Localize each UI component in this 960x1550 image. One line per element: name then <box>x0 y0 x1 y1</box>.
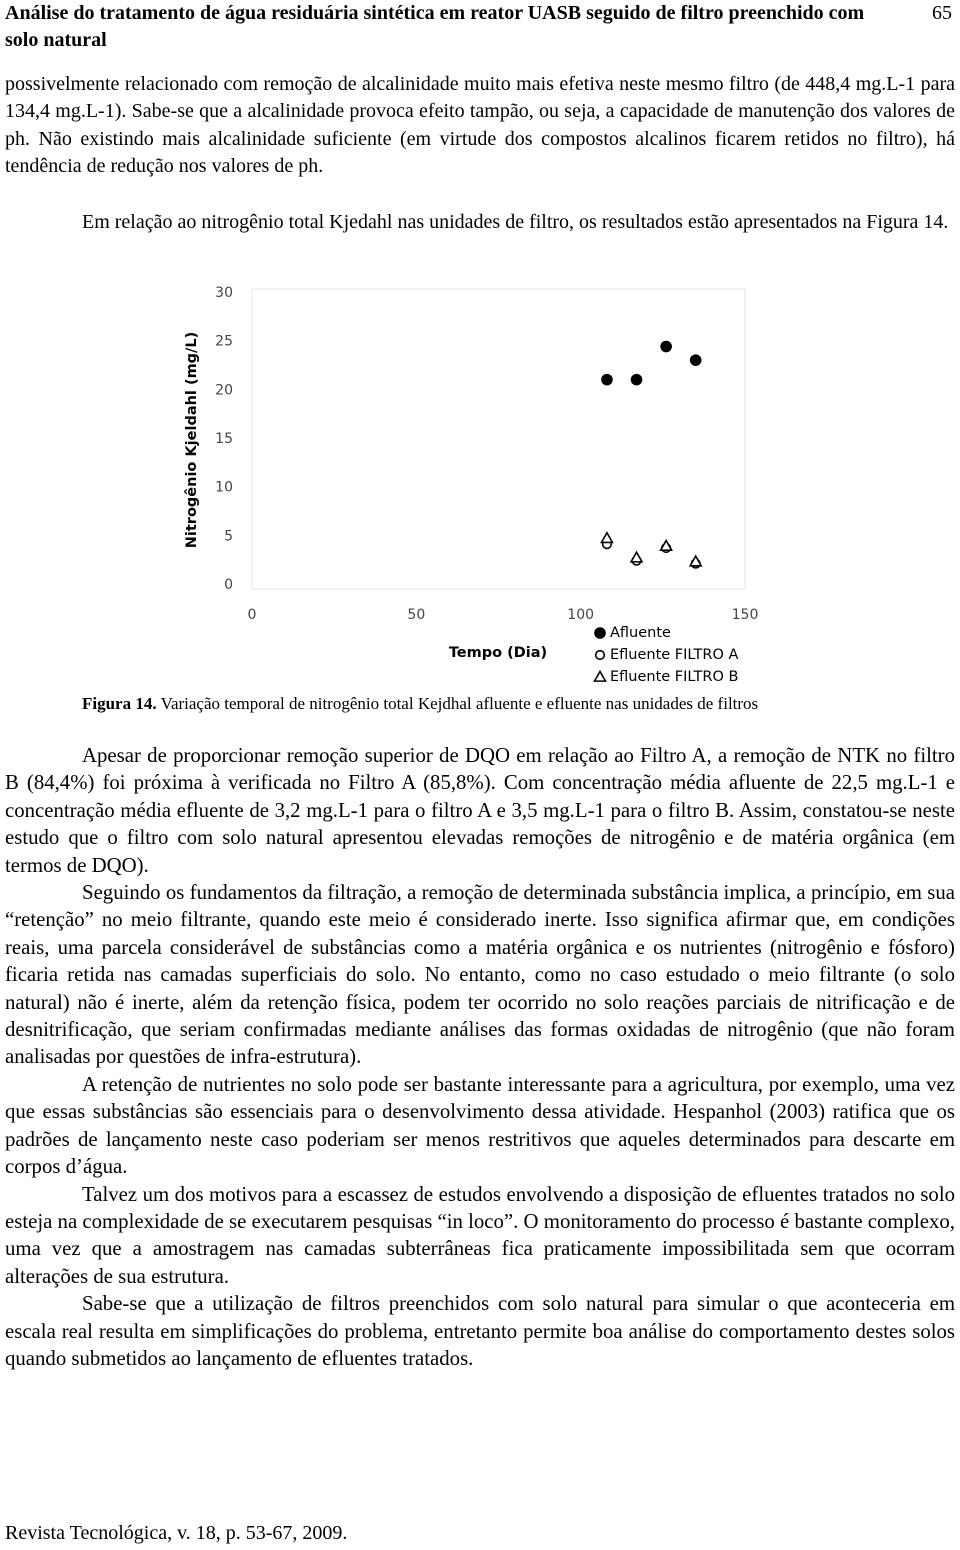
caption-label: Figura 14. <box>82 694 157 713</box>
data-point <box>630 373 643 386</box>
y-axis-label: Nitrogênio Kjeldahl (mg/L) <box>184 332 200 548</box>
x-tick-label: 0 <box>248 607 257 623</box>
data-point <box>601 373 613 386</box>
page-number: 65 <box>932 2 952 24</box>
y-tick-label: 15 <box>215 431 233 447</box>
plot-frame <box>251 288 746 590</box>
paragraph: Talvez um dos motivos para a escassez de… <box>5 1182 955 1288</box>
legend-marker <box>594 627 606 639</box>
caption-text: Variação temporal de nitrogênio total Ke… <box>160 694 759 713</box>
x-axis-label: Tempo (Dia) <box>449 645 547 661</box>
y-tick-label: 0 <box>224 577 233 593</box>
legend-label: Efluente FILTRO A <box>610 647 738 663</box>
chart: Nitrogênio Kjeldahl (mg/L) Tempo (Dia) 0… <box>184 285 759 685</box>
paragraph: Apesar de proporcionar remoção superior … <box>5 744 955 877</box>
paragraph: Sabe-se que a utilização de filtros pree… <box>5 1292 955 1370</box>
text-body: Apesar de proporcionar remoção superior … <box>5 742 955 1372</box>
paragraph: possivelmente relacionado com remoção de… <box>5 73 955 177</box>
figure-caption: Figura 14. Variação temporal de nitrogên… <box>82 692 758 716</box>
data-point <box>600 531 614 544</box>
y-tick-label: 20 <box>215 382 233 398</box>
y-tick-label: 30 <box>215 285 233 301</box>
data-point <box>659 538 673 551</box>
paragraph: Em relação ao nitrogênio total Kjedahl n… <box>82 211 949 233</box>
footer: Revista Tecnológica, v. 18, p. 53-67, 20… <box>5 1522 348 1544</box>
paragraph: Seguindo os fundamentos da filtração, a … <box>5 881 955 1069</box>
x-tick-label: 100 <box>567 607 594 623</box>
legend-label: Efluente FILTRO B <box>610 669 738 685</box>
data-point <box>688 554 703 567</box>
legend-marker <box>593 669 607 682</box>
y-tick-label: 5 <box>224 528 233 544</box>
paragraph: A retenção de nutrientes no solo pode se… <box>5 1072 955 1179</box>
legend-marker <box>594 649 606 661</box>
x-tick-label: 150 <box>732 607 759 623</box>
data-point <box>689 354 702 366</box>
legend-label: Afluente <box>610 625 671 641</box>
running-title: Análise do tratamento de água residuária… <box>5 2 865 51</box>
y-tick-label: 25 <box>215 334 233 350</box>
data-point <box>629 550 644 563</box>
x-tick-label: 50 <box>407 607 425 623</box>
y-tick-label: 10 <box>215 480 233 496</box>
data-point <box>660 340 672 353</box>
